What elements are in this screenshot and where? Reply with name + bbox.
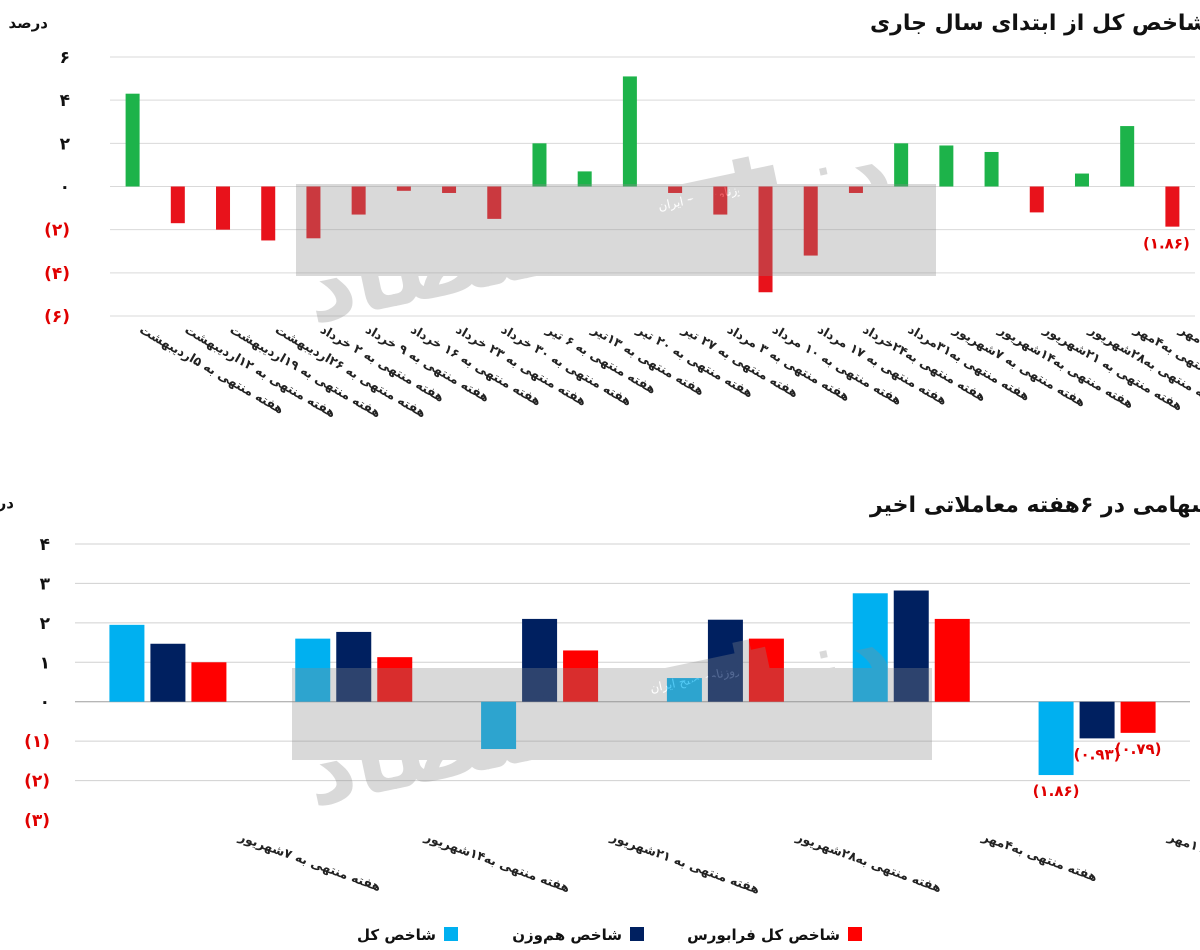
chart2-data-label: (۱.۸۶) [1033, 782, 1080, 800]
chart2-data-label: (۰.۷۹) [1115, 740, 1162, 758]
chart2-bar [191, 662, 227, 702]
chart2-bar [748, 638, 784, 702]
watermark-bottom: روزنامه صبح ایران دنیای اقتصاد [292, 595, 932, 829]
chart1-bar [848, 186, 863, 193]
legend-label: شاخص هم‌وزن [512, 926, 622, 944]
chart1-y-tick-label: ۶ [60, 48, 70, 68]
chart1-y-tick-label: (۲) [44, 221, 70, 241]
chart2-x-axis: هفته منتهی به ۷شهریور هفته منتهی به۱۴شهری… [236, 828, 1200, 896]
chart2-bar [377, 657, 413, 702]
chart1-y-tick-label: ۲ [60, 134, 71, 154]
chart1-title: بازدهی هفتگی شاخص کل از ابتدای سال جاری [870, 9, 1200, 36]
chart1-y-tick-label: ۴ [60, 91, 70, 111]
chart1-bar [216, 186, 231, 230]
chart1-bar [668, 186, 683, 193]
chart1-bar [170, 186, 185, 224]
legend-swatch [444, 927, 458, 941]
chart1-data-label: (۱.۸۶) [1143, 235, 1190, 253]
chart2-bar [481, 701, 517, 750]
chart1-bar [306, 186, 321, 239]
chart2-unit-label: درصد [0, 494, 14, 512]
chart2-bar [934, 618, 970, 702]
chart1-y-tick-label: (۶) [44, 307, 70, 327]
watermark-bottom-brand: دنیای اقتصاد [294, 595, 901, 829]
chart1-data-labels: (۱.۸۶) [1143, 235, 1190, 253]
chart1-y-tick-label: ۰ [60, 178, 70, 198]
chart2-bar [1120, 701, 1156, 733]
chart2-y-tick-label: (۱) [24, 732, 50, 752]
chart2-x-tick-label: هفته منتهی به ۷شهریور [236, 828, 383, 894]
chart2-legend: شاخص کل شاخص هم‌وزن شاخص کل فرابورس [357, 926, 862, 944]
chart1-bar [1074, 173, 1089, 187]
chart1-bar [758, 186, 773, 293]
chart2-y-tick-label: ۴ [40, 535, 50, 555]
chart1-gridlines [110, 56, 1195, 317]
watermark-top: روزنامه صبح ایران دنیای اقتصاد [294, 112, 936, 346]
weekly-index-return-chart: بازدهی هفتگی شاخص کل از ابتدای سال جاری … [9, 9, 1200, 420]
chart2-x-tick-label: هفته منتهی به ۲۱شهریور [608, 828, 762, 896]
chart1-bar [396, 186, 411, 191]
chart2-x-tick-label: هفته منتهی به۱۴شهریور [422, 828, 572, 895]
chart1-bar [894, 143, 909, 187]
watermark-top-brand: دنیای اقتصاد [294, 112, 901, 346]
chart1-unit-label: درصد [9, 14, 49, 32]
chart2-y-tick-label: ۳ [40, 574, 51, 594]
chart1-bar [1029, 186, 1044, 213]
chart2-bar [336, 631, 372, 702]
chart2-y-tick-label: ۱ [40, 653, 50, 673]
chart2-bar [563, 650, 599, 702]
chart2-x-tick-label: هفته منتهی به۱۱مهر [1165, 828, 1200, 887]
chart2-data-labels: (۱.۸۶) (۰.۹۳)(۰.۷۹) [1033, 740, 1162, 800]
chart1-bar [622, 76, 637, 187]
chart2-bar [522, 618, 558, 702]
legend-label: شاخص کل فرابورس [687, 926, 840, 944]
chart1-bar [577, 171, 592, 187]
chart2-bars [109, 590, 1156, 776]
chart1-bar [803, 186, 818, 256]
chart2-y-tick-label: (۲) [24, 772, 50, 792]
chart2-title: بازدهی نماگرهای سهامی در ۶هفته معاملاتی … [869, 491, 1200, 518]
chart2-x-tick-label: هفته منتهی به۲۸شهریور [793, 828, 943, 895]
chart1-y-axis: ۶ ۴ ۲ ۰ (۲) (۴) (۶) [44, 48, 71, 327]
chart1-y-tick-label: (۴) [44, 264, 70, 284]
chart1-bar [984, 151, 999, 187]
legend-label: شاخص کل [357, 926, 436, 944]
chart2-bar [1038, 701, 1074, 776]
chart1-bar [261, 186, 276, 241]
chart1-bar [1120, 126, 1135, 187]
chart2-y-tick-label: ۰ [40, 693, 50, 713]
chart1-bar [939, 145, 954, 187]
chart2-bar [1079, 701, 1115, 739]
chart2-bar [852, 593, 888, 702]
chart2-data-label: (۰.۹۳) [1074, 745, 1121, 763]
chart2-bar [150, 643, 186, 702]
chart1-bar [125, 93, 140, 187]
chart2-y-axis: ۴ ۳ ۲ ۱ ۰ (۱) (۲) (۳) [24, 535, 51, 831]
chart2-bar [666, 678, 702, 702]
chart2-x-tick-label: هفته منتهی به۴مهر [979, 828, 1099, 884]
legend-swatch [630, 927, 644, 941]
chart1-bars [125, 76, 1180, 293]
chart2-y-tick-label: ۲ [40, 614, 51, 634]
chart1-bar [1165, 186, 1180, 227]
chart2-bar [295, 638, 331, 702]
chart1-bar [351, 186, 366, 215]
legend-swatch [848, 927, 862, 941]
chart1-bar [532, 143, 547, 187]
chart2-bar [893, 590, 929, 702]
chart2-bar [109, 624, 145, 702]
chart2-bar [707, 619, 743, 702]
chart1-bar [487, 186, 502, 219]
chart1-bar [713, 186, 728, 215]
chart1-bar [442, 186, 457, 193]
chart2-y-tick-label: (۳) [24, 811, 50, 831]
recent-six-weeks-index-chart: بازدهی نماگرهای سهامی در ۶هفته معاملاتی … [0, 491, 1200, 944]
chart2-gridlines [75, 543, 1190, 782]
